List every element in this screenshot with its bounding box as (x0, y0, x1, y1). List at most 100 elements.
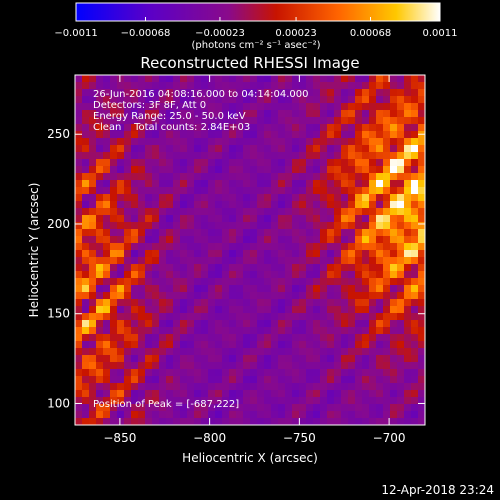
heatmap-cell (292, 250, 300, 258)
heatmap-cell (187, 320, 195, 328)
heatmap-cell (208, 376, 216, 384)
heatmap-cell (390, 208, 398, 216)
heatmap-cell (376, 117, 384, 125)
heatmap-cell (418, 411, 426, 419)
heatmap-cell (383, 96, 391, 104)
heatmap-cell (89, 390, 97, 398)
heatmap-cell (271, 131, 279, 139)
heatmap-cell (404, 320, 412, 328)
heatmap-cell (117, 278, 125, 286)
heatmap-cell (250, 201, 258, 209)
heatmap-cell (215, 180, 223, 188)
heatmap-cell (411, 292, 419, 300)
heatmap-cell (82, 82, 90, 90)
heatmap-cell (341, 327, 349, 335)
heatmap-cell (124, 334, 132, 342)
heatmap-cell (208, 124, 216, 132)
heatmap-cell (369, 166, 377, 174)
heatmap-cell (404, 411, 412, 419)
heatmap-cell (320, 166, 328, 174)
heatmap-cell (229, 292, 237, 300)
heatmap-cell (166, 82, 174, 90)
heatmap-cell (124, 124, 132, 132)
heatmap-cell (390, 341, 398, 349)
heatmap-cell (124, 299, 132, 307)
heatmap-cell (180, 82, 188, 90)
heatmap-cell (159, 166, 167, 174)
heatmap-cell (75, 418, 83, 426)
heatmap-cell (96, 348, 104, 356)
heatmap-cell (390, 306, 398, 314)
heatmap-cell (201, 362, 209, 370)
heatmap-cell (383, 348, 391, 356)
heatmap-cell (215, 383, 223, 391)
heatmap-cell (89, 159, 97, 167)
heatmap-cell (124, 103, 132, 111)
heatmap-cell (82, 320, 90, 328)
heatmap-cell (299, 369, 307, 377)
heatmap-cell (124, 341, 132, 349)
heatmap-cell (376, 355, 384, 363)
heatmap-cell (306, 411, 314, 419)
heatmap-cell (271, 348, 279, 356)
heatmap-cell (89, 187, 97, 195)
heatmap-cell (236, 243, 244, 251)
heatmap-cell (110, 327, 118, 335)
heatmap-cell (285, 131, 293, 139)
heatmap-cell (264, 75, 272, 83)
heatmap-cell (180, 341, 188, 349)
heatmap-cell (138, 362, 146, 370)
heatmap-cell (187, 75, 195, 83)
heatmap-cell (327, 208, 335, 216)
heatmap-cell (173, 89, 181, 97)
heatmap-cell (194, 362, 202, 370)
heatmap-cell (243, 110, 251, 118)
heatmap-cell (313, 131, 321, 139)
heatmap-cell (124, 411, 132, 419)
heatmap-cell (173, 411, 181, 419)
heatmap-cell (369, 194, 377, 202)
heatmap-cell (145, 229, 153, 237)
heatmap-cell (341, 355, 349, 363)
heatmap-cell (222, 96, 230, 104)
heatmap-cell (152, 159, 160, 167)
heatmap-cell (383, 166, 391, 174)
heatmap-cell (180, 124, 188, 132)
heatmap-cell (250, 180, 258, 188)
heatmap-cell (145, 390, 153, 398)
heatmap-cell (341, 75, 349, 83)
heatmap-cell (138, 397, 146, 405)
heatmap-cell (348, 376, 356, 384)
heatmap-cell (96, 201, 104, 209)
heatmap-cell (124, 117, 132, 125)
heatmap-cell (327, 222, 335, 230)
heatmap-cell (411, 271, 419, 279)
heatmap-cell (236, 341, 244, 349)
heatmap-cell (313, 257, 321, 265)
heatmap-cell (208, 117, 216, 125)
heatmap-cell (117, 418, 125, 426)
heatmap-cell (145, 166, 153, 174)
heatmap-cell (355, 82, 363, 90)
heatmap-cell (145, 152, 153, 160)
heatmap-cell (159, 222, 167, 230)
heatmap-cell (264, 159, 272, 167)
heatmap-cell (320, 348, 328, 356)
heatmap-cell (264, 383, 272, 391)
heatmap-cell (355, 222, 363, 230)
heatmap-cell (418, 271, 426, 279)
heatmap-cell (418, 159, 426, 167)
heatmap-cell (383, 257, 391, 265)
heatmap-cell (124, 404, 132, 412)
heatmap-cell (285, 159, 293, 167)
heatmap-cell (292, 243, 300, 251)
heatmap-cell (383, 229, 391, 237)
heatmap-cell (166, 208, 174, 216)
heatmap-cell (89, 369, 97, 377)
heatmap-cell (383, 397, 391, 405)
heatmap-cell (222, 152, 230, 160)
heatmap-cell (159, 152, 167, 160)
heatmap-cell (124, 194, 132, 202)
heatmap-cell (285, 376, 293, 384)
heatmap-cell (404, 355, 412, 363)
